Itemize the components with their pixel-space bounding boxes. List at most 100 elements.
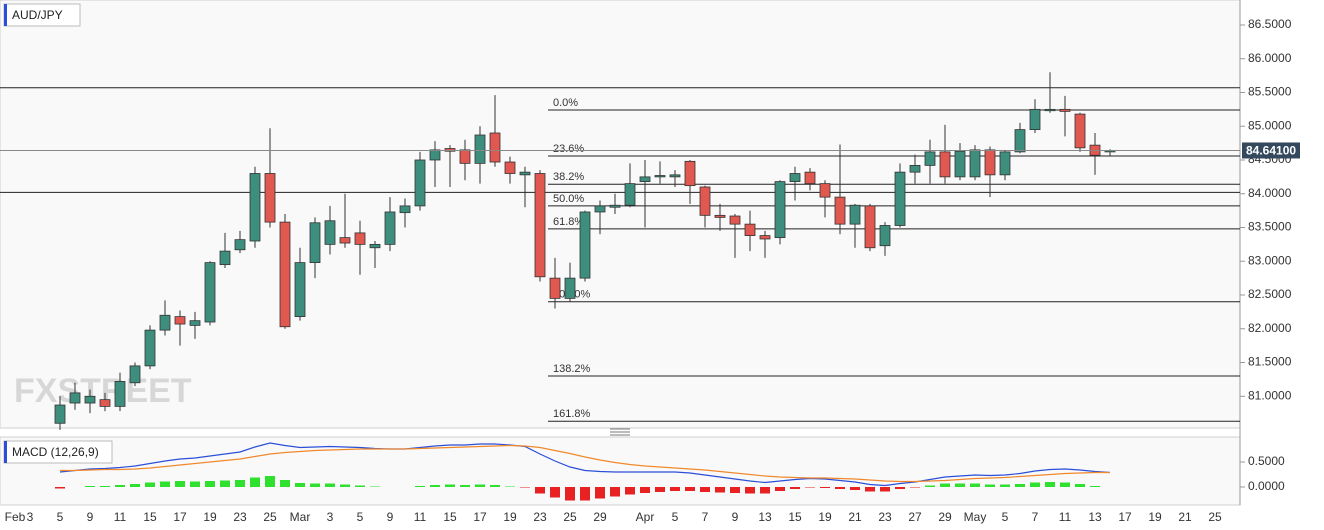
- x-tick-label: 15: [143, 510, 157, 524]
- x-tick-label: 25: [263, 510, 277, 524]
- x-tick-label: 3: [327, 510, 334, 524]
- candle-body: [669, 174, 681, 178]
- candle-body: [444, 148, 456, 152]
- candle-body: [999, 151, 1011, 176]
- candle-body: [564, 277, 576, 299]
- histogram-bar: [100, 486, 110, 487]
- candle-body: [609, 204, 621, 208]
- candle-body: [639, 176, 651, 182]
- x-tick-label: 23: [533, 510, 547, 524]
- histogram-bar: [175, 481, 185, 487]
- y-tick-label: 84.0000: [1248, 186, 1292, 200]
- y-tick-label: 81.5000: [1248, 355, 1292, 369]
- x-tick-label: 15: [788, 510, 802, 524]
- candle-body: [324, 220, 336, 245]
- histogram-bar: [670, 487, 680, 491]
- histogram-bar: [835, 487, 845, 489]
- x-tick-label: 17: [1118, 510, 1132, 524]
- candle-body: [399, 205, 411, 214]
- candle-body: [759, 235, 771, 240]
- x-tick-label: 13: [758, 510, 772, 524]
- candle-body: [894, 171, 906, 226]
- histogram-bar: [970, 483, 980, 487]
- candle-body: [879, 225, 891, 247]
- y-tick-label: 81.0000: [1248, 388, 1292, 402]
- histogram-bar: [640, 487, 650, 493]
- histogram-bar: [550, 487, 560, 498]
- x-tick-label: 9: [732, 510, 739, 524]
- fib-label: 161.8%: [553, 408, 591, 420]
- histogram-bar: [280, 480, 290, 487]
- x-tick-label: Mar: [290, 510, 311, 524]
- candle-body: [234, 239, 246, 251]
- candle-body: [264, 173, 276, 223]
- histogram-bar: [130, 484, 140, 487]
- histogram-bar: [445, 484, 455, 487]
- histogram-bar: [985, 484, 995, 487]
- x-tick-label: May: [964, 510, 987, 524]
- candle-body: [204, 262, 216, 323]
- candle-body: [984, 149, 996, 176]
- candle-body: [474, 134, 486, 164]
- histogram-bar: [295, 483, 305, 487]
- current-price-label: 84.64100: [1246, 144, 1296, 158]
- candle-body: [654, 175, 666, 178]
- x-tick-label: 11: [414, 510, 427, 524]
- candle-body: [744, 223, 756, 237]
- y-tick-label: 0.5000: [1248, 454, 1285, 468]
- x-tick-label: 19: [1148, 510, 1162, 524]
- candle-body: [129, 365, 141, 384]
- y-tick-label: 0.0000: [1248, 479, 1285, 493]
- fib-label: 0.0%: [553, 97, 578, 109]
- histogram-bar: [565, 487, 575, 501]
- histogram-bar: [880, 487, 890, 492]
- histogram-bar: [160, 481, 170, 487]
- histogram-bar: [250, 477, 260, 487]
- histogram-bar: [325, 483, 335, 487]
- histogram-bar: [370, 486, 380, 487]
- candle-body: [1014, 129, 1026, 153]
- panel-resize-handle[interactable]: [610, 428, 630, 436]
- candle-body: [354, 232, 366, 245]
- candle-body: [924, 151, 936, 166]
- x-tick-label: 5: [57, 510, 64, 524]
- histogram-bar: [730, 487, 740, 493]
- histogram-bar: [490, 485, 500, 487]
- fib-label: 61.8%: [553, 216, 584, 228]
- histogram-bar: [1060, 482, 1070, 487]
- y-tick-label: 83.0000: [1248, 253, 1292, 267]
- current-price-tag: [1242, 142, 1300, 159]
- histogram-bar: [1075, 484, 1085, 487]
- x-tick-label: 11: [114, 510, 127, 524]
- histogram-bar: [190, 481, 200, 487]
- x-tick-label: 21: [848, 510, 862, 524]
- histogram-bar: [580, 487, 590, 501]
- histogram-bar: [85, 486, 95, 487]
- x-tick-label: 7: [1032, 510, 1039, 524]
- candle-body: [504, 161, 516, 174]
- histogram-bar: [220, 480, 230, 487]
- candle-body: [159, 314, 171, 331]
- macd-title-accent: [4, 441, 7, 463]
- histogram-bar: [760, 487, 770, 494]
- candle-body: [369, 243, 381, 249]
- histogram-bar: [685, 487, 695, 491]
- x-tick-label: 29: [593, 510, 607, 524]
- x-tick-label: 21: [1178, 510, 1192, 524]
- histogram-bar: [805, 487, 815, 488]
- candle-body: [279, 221, 291, 328]
- x-tick-label: Apr: [636, 510, 655, 524]
- x-tick-label: 17: [473, 510, 487, 524]
- x-tick-label: 23: [233, 510, 247, 524]
- candle-body: [939, 151, 951, 178]
- x-tick-label: 5: [672, 510, 679, 524]
- x-tick-label: 29: [938, 510, 952, 524]
- y-tick-label: 82.5000: [1248, 287, 1292, 301]
- candle-body: [714, 214, 726, 218]
- histogram-bar: [955, 483, 965, 487]
- histogram-bar: [865, 487, 875, 492]
- candle-body: [594, 205, 606, 213]
- x-tick-label: 13: [1088, 510, 1102, 524]
- x-tick-label: 9: [387, 510, 394, 524]
- histogram-bar: [355, 485, 365, 487]
